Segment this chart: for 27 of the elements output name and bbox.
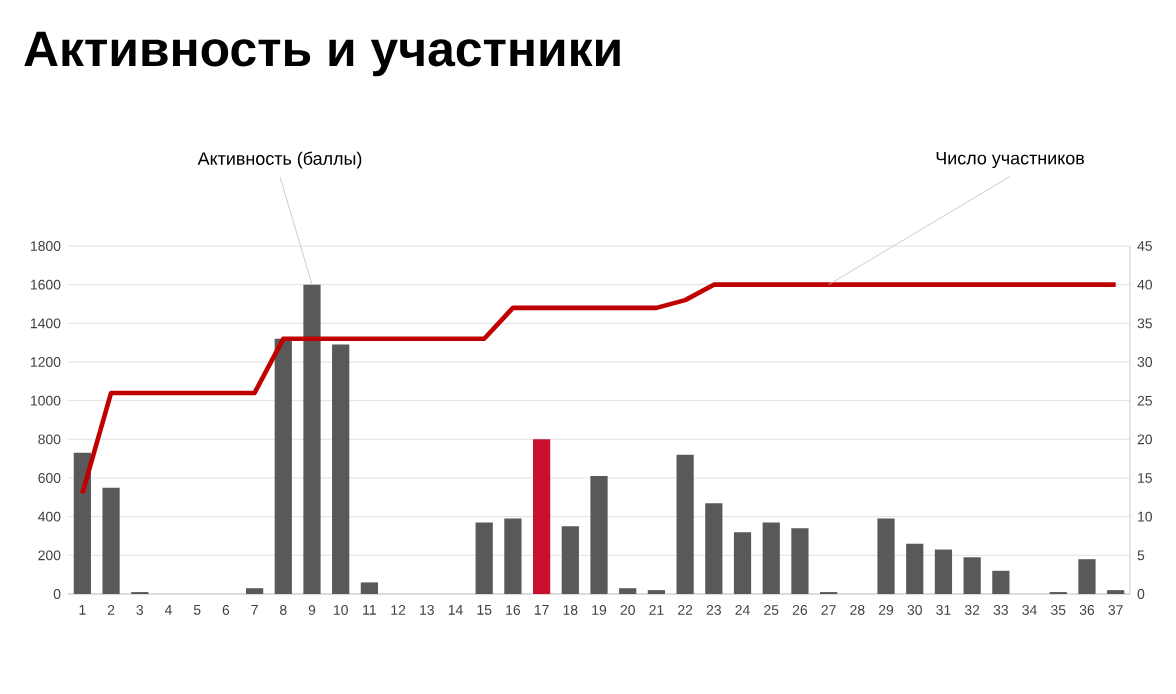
bar	[877, 518, 895, 594]
bar	[906, 543, 924, 594]
bar	[532, 439, 551, 594]
chart-title: Активность и участники	[24, 31, 620, 77]
bar	[332, 344, 350, 594]
bar	[934, 549, 953, 594]
bar	[619, 588, 637, 594]
bar	[504, 518, 522, 594]
bar	[1078, 559, 1096, 594]
bar	[590, 476, 608, 594]
bar	[992, 570, 1010, 594]
bar	[762, 522, 780, 594]
bar	[561, 526, 579, 594]
bar	[791, 528, 809, 594]
bar	[475, 522, 493, 594]
bar	[274, 338, 292, 594]
bar	[303, 284, 321, 594]
bar	[733, 532, 752, 594]
bar	[676, 454, 694, 594]
bar	[102, 487, 120, 594]
bar	[245, 588, 264, 594]
bar	[963, 557, 981, 594]
text: Активность (баллы)	[197, 151, 362, 169]
bar	[705, 503, 723, 594]
text: Число участников	[936, 151, 1084, 169]
bar	[73, 452, 91, 594]
bar	[360, 582, 378, 594]
